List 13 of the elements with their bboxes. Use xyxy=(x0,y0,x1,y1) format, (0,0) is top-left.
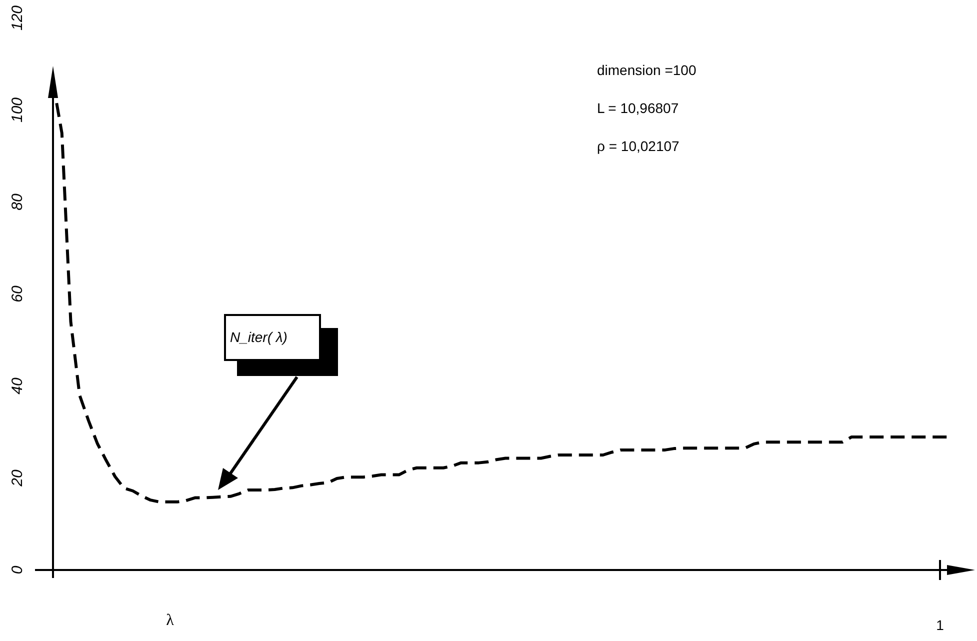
y-tick-label: 40 xyxy=(9,377,26,394)
y-tick-label: 60 xyxy=(9,285,26,302)
y-tick-label: 0 xyxy=(9,565,26,574)
annotation: ρ = 10,02107 xyxy=(597,138,680,154)
text: 1 xyxy=(936,617,944,633)
annotation: L = 10,96807 xyxy=(597,100,679,116)
y-tick-label: 80 xyxy=(9,193,26,210)
annotation: N_iter( λ) xyxy=(230,329,288,345)
y-tick-label: 120 xyxy=(9,4,26,31)
y-tick-label: 20 xyxy=(9,469,26,488)
x-axis-title: λ xyxy=(166,612,174,629)
annotation: dimension =100 xyxy=(597,62,696,78)
y-tick-label: 100 xyxy=(9,96,26,123)
